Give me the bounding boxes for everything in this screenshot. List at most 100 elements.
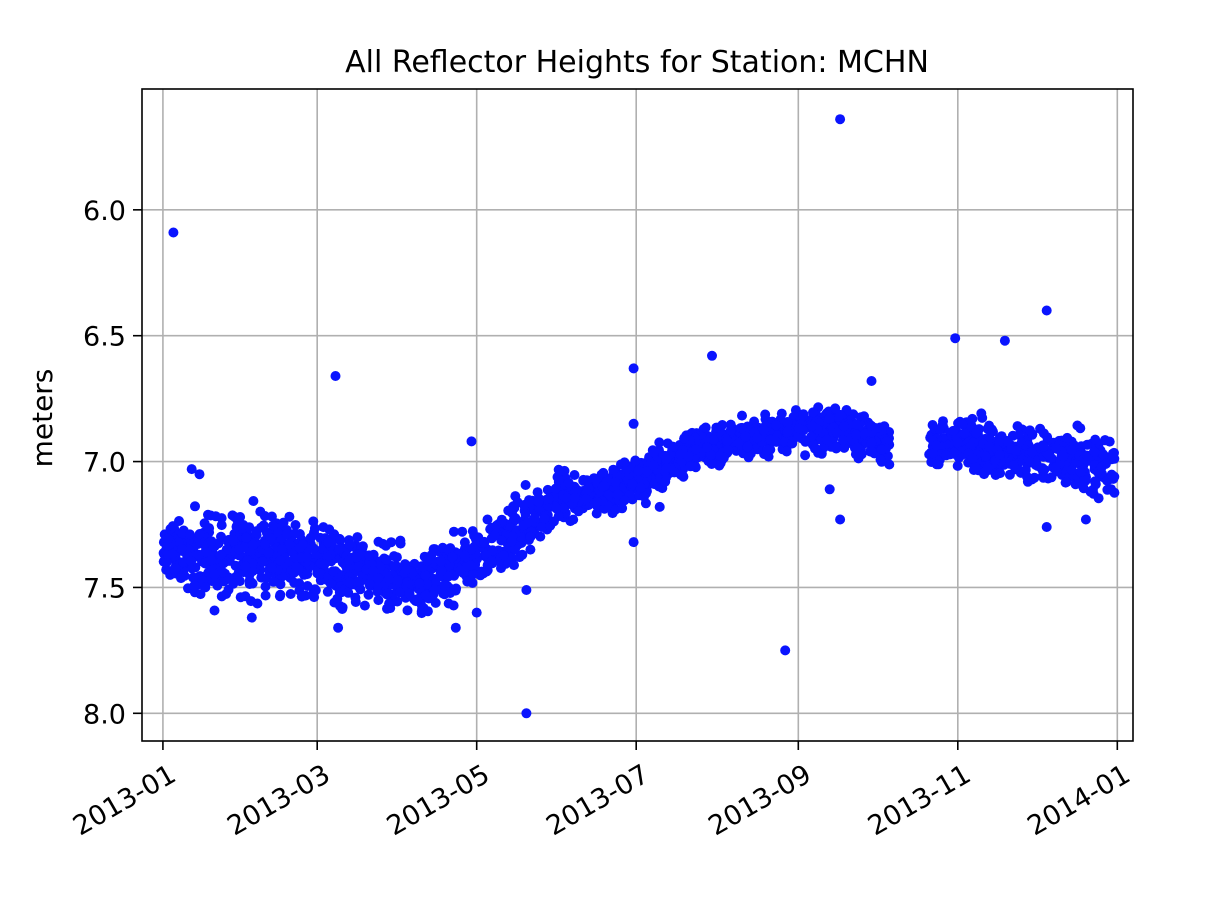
data-point <box>469 530 480 541</box>
outlier-point <box>521 585 532 595</box>
y-tick-label: 7.0 <box>83 448 126 479</box>
data-point <box>598 480 609 491</box>
data-point <box>798 409 809 420</box>
x-tick-label: 2013-11 <box>863 759 976 842</box>
data-point <box>722 444 733 455</box>
data-point <box>675 449 686 460</box>
data-point <box>350 597 361 607</box>
data-point <box>439 580 450 591</box>
data-point <box>535 531 546 542</box>
data-point <box>289 577 300 588</box>
data-point <box>831 427 842 438</box>
data-point <box>351 552 362 563</box>
data-point <box>373 595 384 606</box>
data-point <box>216 513 227 524</box>
data-point <box>402 605 413 616</box>
data-point <box>957 419 968 430</box>
data-point <box>1100 435 1111 446</box>
outlier-point <box>999 335 1010 346</box>
data-point <box>486 556 497 566</box>
data-point <box>319 559 330 570</box>
data-point <box>654 437 665 448</box>
data-point <box>603 489 614 500</box>
data-point <box>206 536 217 547</box>
outlier-point <box>835 114 846 125</box>
data-point <box>648 460 659 471</box>
data-point <box>1024 425 1035 436</box>
data-point <box>740 431 751 442</box>
data-point <box>206 555 217 566</box>
data-point <box>793 423 804 434</box>
data-point <box>706 449 717 460</box>
data-point <box>275 589 286 600</box>
data-point <box>420 590 431 601</box>
data-point <box>443 598 454 609</box>
data-point <box>372 580 383 591</box>
data-point <box>481 566 492 577</box>
data-point <box>170 563 181 574</box>
data-point <box>506 536 517 547</box>
data-point <box>503 505 514 516</box>
data-point <box>364 578 375 589</box>
data-point <box>525 544 536 555</box>
data-point <box>455 565 466 575</box>
data-point <box>190 501 200 512</box>
data-point <box>216 549 227 560</box>
data-point <box>782 427 793 437</box>
y-tick-label: 7.5 <box>83 573 126 604</box>
data-point <box>702 442 713 453</box>
data-point <box>800 450 811 461</box>
data-point <box>667 441 678 452</box>
data-point <box>1051 443 1061 454</box>
data-point <box>952 437 963 448</box>
outlier-point <box>333 622 344 633</box>
outlier-point <box>168 227 179 238</box>
outlier-point <box>780 645 791 656</box>
data-point <box>536 522 547 532</box>
data-point <box>931 440 942 451</box>
data-point <box>610 477 621 488</box>
data-point <box>639 491 649 502</box>
data-point <box>800 436 811 447</box>
y-axis: 6.0 6.5 7.0 7.5 8.0 <box>83 196 142 730</box>
data-point <box>163 533 174 544</box>
data-point <box>563 477 574 488</box>
outlier-point <box>628 418 639 429</box>
data-point <box>1050 462 1061 473</box>
data-point <box>661 463 672 474</box>
y-tick-label: 8.0 <box>83 699 126 730</box>
data-point <box>496 514 507 525</box>
data-point <box>851 419 862 430</box>
data-point <box>771 420 781 431</box>
data-point <box>648 447 659 458</box>
data-point <box>722 436 733 446</box>
data-point <box>592 497 603 507</box>
data-point <box>275 555 286 566</box>
data-point <box>266 562 277 573</box>
data-point <box>1004 469 1015 480</box>
data-point <box>510 544 520 555</box>
plot-frame <box>141 88 1134 742</box>
data-point <box>328 566 339 577</box>
data-point <box>436 556 446 567</box>
data-point <box>468 569 479 580</box>
data-point <box>459 550 470 561</box>
x-tick-label: 2013-09 <box>703 759 816 842</box>
data-point <box>343 587 354 598</box>
data-point <box>881 436 892 447</box>
data-point <box>718 452 729 463</box>
data-point <box>1038 441 1049 452</box>
data-point <box>258 520 269 531</box>
data-point <box>428 589 439 600</box>
data-point <box>619 495 630 506</box>
data-point <box>967 453 978 464</box>
data-point <box>952 460 963 471</box>
data-point <box>284 511 295 522</box>
data-point <box>1061 477 1072 488</box>
data-point <box>533 496 544 507</box>
data-point <box>551 503 562 514</box>
data-point <box>184 529 195 540</box>
data-point <box>260 581 271 592</box>
x-axis: 2013-01 2013-03 2013-05 2013-07 2013-09 2013-… <box>68 741 1136 842</box>
data-point <box>522 517 533 528</box>
